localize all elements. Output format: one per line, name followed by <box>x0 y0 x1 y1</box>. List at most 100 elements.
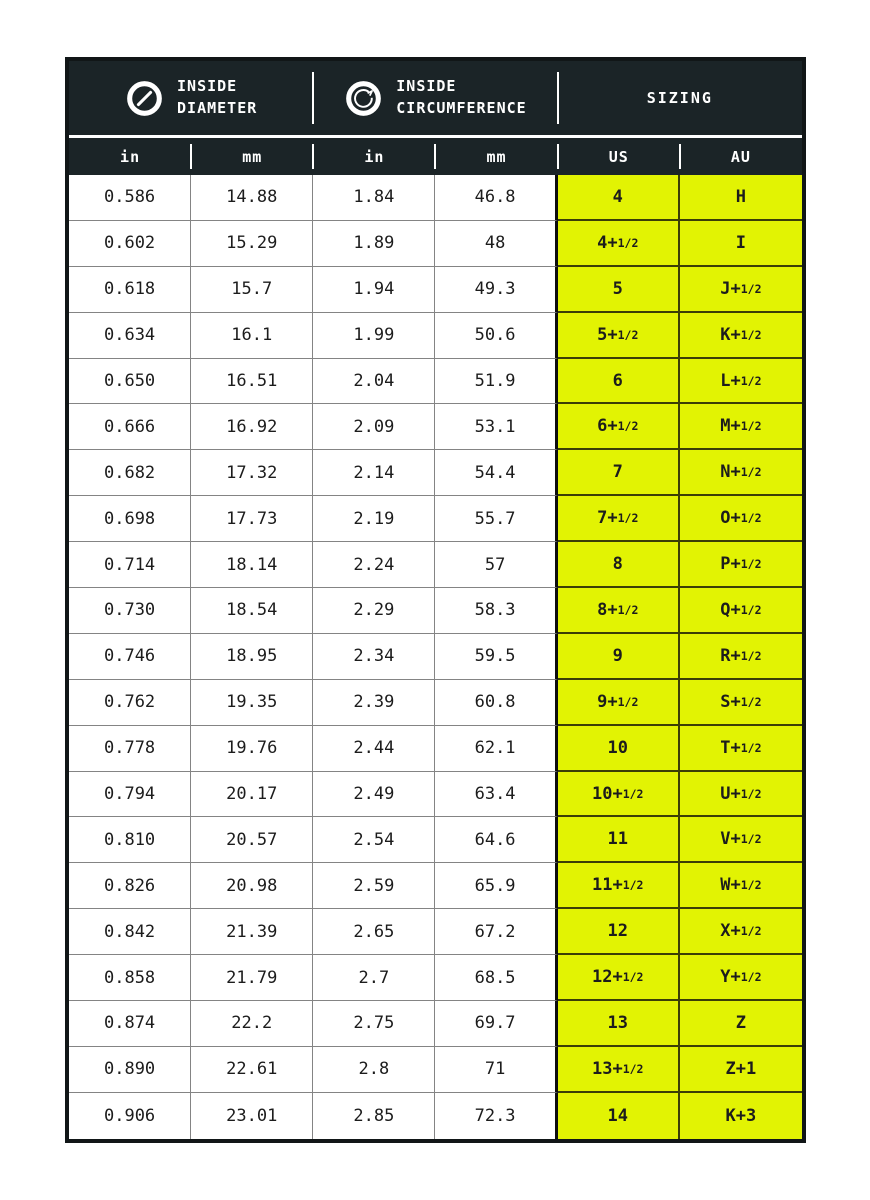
half-fraction: 1/2 <box>622 878 644 893</box>
cell-circumference-mm: 57 <box>435 542 558 589</box>
cell-size-us: 10 <box>557 725 680 772</box>
cell-size-au: X+ 1/2 <box>679 909 802 956</box>
cell-circumference-in: 2.8 <box>313 1046 436 1093</box>
cell-circumference-mm: 53.1 <box>435 404 558 451</box>
cell-diameter-mm: 16.51 <box>191 358 314 405</box>
circumference-icon <box>344 79 383 118</box>
cell-size-au: Q+ 1/2 <box>679 588 802 634</box>
cell-diameter-in: 0.810 <box>69 817 192 864</box>
cell-circumference-in: 1.94 <box>313 266 436 313</box>
group-label: INSIDE DIAMETER <box>177 76 257 120</box>
cell-circumference-in: 1.99 <box>313 312 436 359</box>
cell-size-au: R+ 1/2 <box>679 633 802 680</box>
cell-size-au: K+3 <box>679 1092 802 1139</box>
column-header-diameter-in: in <box>69 138 193 175</box>
half-fraction: 1/2 <box>740 419 762 434</box>
cell-size-us: 10+ 1/2 <box>557 771 680 818</box>
cell-circumference-in: 2.24 <box>313 542 436 589</box>
table-row: 0.602 15.29 1.89 48 4+ 1/2 I <box>69 220 802 267</box>
cell-circumference-in: 2.04 <box>313 358 436 405</box>
cell-diameter-mm: 21.79 <box>191 955 314 1002</box>
table-row: 0.906 23.01 2.85 72.3 14 K+3 <box>69 1092 802 1139</box>
column-header-circumference-in: in <box>313 138 437 175</box>
cell-size-au: V+ 1/2 <box>679 817 802 864</box>
cell-diameter-in: 0.650 <box>69 358 192 405</box>
table-row: 0.714 18.14 2.24 57 8 P+ 1/2 <box>69 542 802 589</box>
cell-size-us: 4 <box>557 175 680 221</box>
half-fraction: 1/2 <box>740 511 762 526</box>
table-row: 0.698 17.73 2.19 55.7 7+ 1/2 O+ 1/2 <box>69 496 802 543</box>
table-row: 0.778 19.76 2.44 62.1 10 T+ 1/2 <box>69 725 802 772</box>
half-fraction: 1/2 <box>740 878 762 893</box>
cell-size-au: K+ 1/2 <box>679 312 802 359</box>
cell-circumference-mm: 60.8 <box>435 679 558 726</box>
cell-circumference-in: 2.44 <box>313 725 436 772</box>
cell-circumference-in: 2.7 <box>313 955 436 1002</box>
table-row: 0.762 19.35 2.39 60.8 9+ 1/2 S+ 1/2 <box>69 679 802 726</box>
column-header-au: AU <box>730 147 751 166</box>
cell-diameter-mm: 20.98 <box>191 863 314 910</box>
cell-circumference-mm: 67.2 <box>435 909 558 956</box>
cell-size-au: T+ 1/2 <box>679 725 802 772</box>
group-label: INSIDE CIRCUMFERENCE <box>396 76 526 120</box>
cell-circumference-mm: 48 <box>435 220 558 267</box>
cell-size-us: 7+ 1/2 <box>557 496 680 543</box>
cell-circumference-mm: 63.4 <box>435 771 558 818</box>
half-fraction: 1/2 <box>740 740 762 755</box>
cell-diameter-mm: 18.54 <box>191 588 314 634</box>
cell-diameter-in: 0.906 <box>69 1092 192 1139</box>
cell-diameter-mm: 23.01 <box>191 1092 314 1139</box>
cell-diameter-mm: 20.57 <box>191 817 314 864</box>
cell-diameter-in: 0.874 <box>69 1001 192 1047</box>
cell-circumference-in: 1.89 <box>313 220 436 267</box>
group-sizing: SIZING <box>558 61 802 135</box>
half-fraction: 1/2 <box>740 602 762 617</box>
cell-circumference-mm: 65.9 <box>435 863 558 910</box>
cell-circumference-in: 2.09 <box>313 404 436 451</box>
cell-diameter-mm: 16.1 <box>191 312 314 359</box>
cell-size-us: 13+ 1/2 <box>557 1046 680 1093</box>
group-label-line2: CIRCUMFERENCE <box>396 99 527 117</box>
cell-diameter-in: 0.666 <box>69 404 192 451</box>
table-row: 0.858 21.79 2.7 68.5 12+ 1/2 Y+ 1/2 <box>69 955 802 1002</box>
cell-diameter-mm: 15.7 <box>191 266 314 313</box>
cell-size-au: M+ 1/2 <box>679 404 802 451</box>
half-fraction: 1/2 <box>617 419 639 434</box>
half-fraction: 1/2 <box>740 373 762 388</box>
half-fraction: 1/2 <box>740 327 762 342</box>
cell-diameter-mm: 22.61 <box>191 1046 314 1093</box>
table-row: 0.618 15.7 1.94 49.3 5 J+ 1/2 <box>69 266 802 313</box>
cell-circumference-in: 2.54 <box>313 817 436 864</box>
group-inside-circumference: INSIDE CIRCUMFERENCE <box>313 61 559 135</box>
cell-size-au: H <box>679 175 802 221</box>
half-fraction: 1/2 <box>622 1061 644 1076</box>
cell-diameter-in: 0.682 <box>69 450 192 497</box>
cell-size-au: Y+ 1/2 <box>679 955 802 1002</box>
column-header-diameter-mm: mm <box>191 138 315 175</box>
cell-size-au: J+ 1/2 <box>679 266 802 313</box>
cell-diameter-mm: 16.92 <box>191 404 314 451</box>
cell-circumference-mm: 68.5 <box>435 955 558 1002</box>
table-row: 0.586 14.88 1.84 46.8 4 H <box>69 175 802 221</box>
cell-circumference-in: 2.29 <box>313 588 436 634</box>
cell-diameter-in: 0.842 <box>69 909 192 956</box>
half-fraction: 1/2 <box>617 511 639 526</box>
cell-circumference-mm: 71 <box>435 1046 558 1093</box>
half-fraction: 1/2 <box>617 327 639 342</box>
cell-size-au: U+ 1/2 <box>679 771 802 818</box>
table-row: 0.650 16.51 2.04 51.9 6 L+ 1/2 <box>69 358 802 405</box>
table-row: 0.842 21.39 2.65 67.2 12 X+ 1/2 <box>69 909 802 956</box>
cell-diameter-mm: 21.39 <box>191 909 314 956</box>
units-header-row: in mm in mm US AU <box>69 138 802 175</box>
cell-diameter-mm: 14.88 <box>191 175 314 221</box>
cell-diameter-in: 0.746 <box>69 633 192 680</box>
cell-size-us: 6 <box>557 358 680 405</box>
cell-size-us: 11 <box>557 817 680 864</box>
cell-size-au: Z <box>679 1001 802 1047</box>
cell-circumference-mm: 50.6 <box>435 312 558 359</box>
cell-size-au: I <box>679 220 802 267</box>
cell-diameter-in: 0.794 <box>69 771 192 818</box>
table-row: 0.874 22.2 2.75 69.7 13 Z <box>69 1001 802 1047</box>
half-fraction: 1/2 <box>622 970 644 985</box>
half-fraction: 1/2 <box>740 786 762 801</box>
